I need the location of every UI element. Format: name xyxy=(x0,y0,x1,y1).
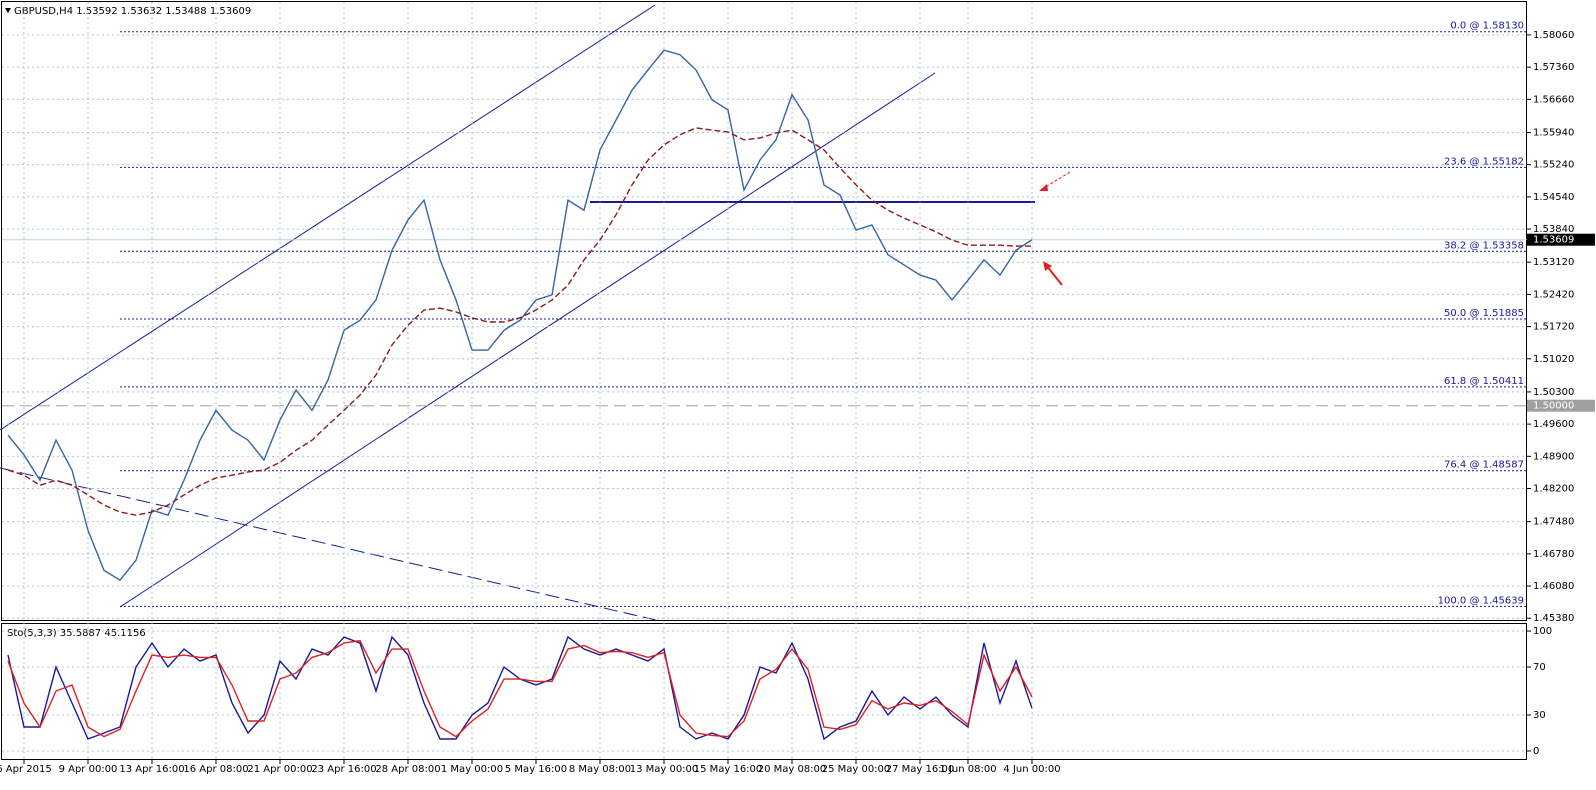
stoch-frame xyxy=(1,623,1527,760)
fib-label: 0.0 @ 1.58130 xyxy=(1450,21,1524,32)
y-tick-label: 1.53120 xyxy=(1533,257,1574,268)
x-tick-label: 8 May 08:00 xyxy=(569,764,631,775)
series-line xyxy=(7,127,1032,516)
last-price-label: 1.53609 xyxy=(1533,235,1574,246)
descending-trendline xyxy=(0,467,661,622)
y-tick-label: 100 xyxy=(1533,626,1552,637)
chart-title: GBPUSD,H4 1.53592 1.53632 1.53488 1.5360… xyxy=(14,6,251,17)
y-tick-label: 1.58060 xyxy=(1533,30,1574,41)
y-tick-label: 1.45380 xyxy=(1533,613,1574,624)
fib-label: 23.6 @ 1.55182 xyxy=(1444,156,1524,167)
y-tick-label: 1.46780 xyxy=(1533,549,1574,560)
x-tick-label: 6 Apr 2015 xyxy=(0,764,52,775)
y-tick-label: 1.55240 xyxy=(1533,160,1574,171)
arrow-head xyxy=(1039,184,1048,191)
y-tick-label: 1.49600 xyxy=(1533,419,1574,430)
y-tick-label: 1.51720 xyxy=(1533,322,1574,333)
fib-label: 76.4 @ 1.48587 xyxy=(1444,460,1524,471)
x-tick-label: 13 May 00:00 xyxy=(630,764,699,775)
y-tick-label: 1.50300 xyxy=(1533,387,1574,398)
y-tick-label: 1.56660 xyxy=(1533,94,1574,105)
drawings xyxy=(0,2,1527,759)
last-price-tag xyxy=(1527,233,1595,246)
y-tick-label: 0 xyxy=(1533,746,1539,757)
round-level-tag xyxy=(1527,399,1595,412)
fib-label: 61.8 @ 1.50411 xyxy=(1444,376,1524,387)
x-tick-label: 25 May 00:00 xyxy=(822,764,891,775)
y-tick-label: 1.52420 xyxy=(1533,289,1574,300)
y-tick-label: 30 xyxy=(1533,710,1546,721)
fib-label: 38.2 @ 1.53358 xyxy=(1444,240,1524,251)
fib-label: 100.0 @ 1.45639 xyxy=(1438,595,1524,606)
x-tick-label: 21 Apr 00:00 xyxy=(247,764,312,775)
y-tick-label: 1.48900 xyxy=(1533,451,1574,462)
y-tick-label: 1.54540 xyxy=(1533,192,1574,203)
x-tick-label: 27 May 16:00 xyxy=(886,764,955,775)
series-line xyxy=(7,49,1033,581)
channel-lower xyxy=(119,72,936,608)
arrow-dashed xyxy=(1043,171,1071,189)
x-tick-label: 16 Apr 08:00 xyxy=(183,764,248,775)
x-tick-label: 15 May 16:00 xyxy=(694,764,763,775)
y-tick-label: 70 xyxy=(1533,662,1546,673)
y-tick-label: 1.51020 xyxy=(1533,354,1574,365)
x-tick-label: 1 May 00:00 xyxy=(441,764,503,775)
series-line xyxy=(7,639,1033,738)
arrow-head xyxy=(1043,261,1052,271)
x-tick-label: 4 Jun 00:00 xyxy=(1003,764,1060,775)
channel-upper xyxy=(0,4,656,431)
y-tick-label: 1.47480 xyxy=(1533,517,1574,528)
y-tick-label: 1.57360 xyxy=(1533,62,1574,73)
x-tick-label: 23 Apr 16:00 xyxy=(311,764,376,775)
y-tick-label: 1.46080 xyxy=(1533,581,1574,592)
stoch-title: Sto(5,3,3) 35.5887 45.1156 xyxy=(7,628,146,639)
y-tick-label: 1.55940 xyxy=(1533,127,1574,138)
x-tick-label: 13 Apr 16:00 xyxy=(119,764,184,775)
x-tick-label: 9 Apr 00:00 xyxy=(59,764,118,775)
x-tick-label: 28 Apr 08:00 xyxy=(375,764,440,775)
x-tick-label: 1 Jun 08:00 xyxy=(939,764,996,775)
fib-label: 50.0 @ 1.51885 xyxy=(1444,308,1524,319)
symbol-icon xyxy=(5,8,11,13)
main-frame xyxy=(1,1,1527,621)
x-tick-label: 5 May 16:00 xyxy=(505,764,567,775)
round-level-label: 1.50000 xyxy=(1533,401,1574,412)
y-tick-label: 1.53840 xyxy=(1533,224,1574,235)
y-tick-label: 1.48200 xyxy=(1533,484,1574,495)
x-tick-label: 20 May 08:00 xyxy=(758,764,827,775)
